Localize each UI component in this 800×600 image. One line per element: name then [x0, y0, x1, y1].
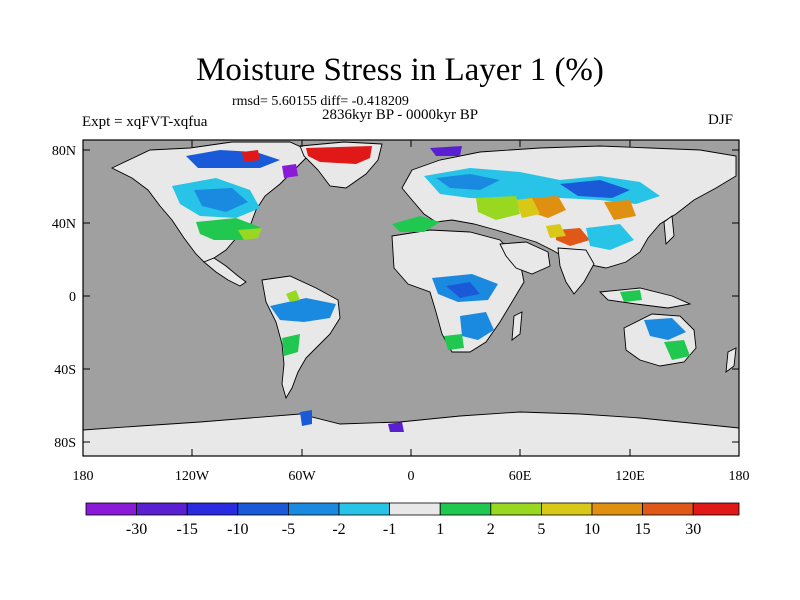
patch-asia-green: [476, 196, 520, 220]
colorbar-label-1: -30: [126, 521, 147, 538]
colorbar-label-9: 5: [537, 521, 545, 538]
patch-canada-purple: [282, 164, 298, 178]
colorbar-swatch-13: [692, 502, 740, 516]
patch-tibet-orange: [556, 228, 590, 246]
lon-label-180w: 180: [73, 469, 94, 484]
patch-tibet-yellow: [546, 224, 566, 238]
colorbar-swatch-7: [389, 502, 441, 516]
experiment-label: Expt = xqFVT-xqfua: [82, 114, 208, 130]
lon-label-60w: 60W: [288, 469, 316, 484]
lon-label-120e: 120E: [615, 469, 645, 484]
lat-label-80n: 80N: [52, 144, 76, 159]
land-japan: [663, 215, 675, 245]
patch-sam-green2: [286, 290, 300, 302]
patch-africa-blue2: [446, 282, 480, 298]
colorbar-swatch-1: [85, 502, 137, 516]
colorbar-label-4: -5: [282, 521, 295, 538]
plot-title: Moisture Stress in Layer 1 (%): [196, 52, 604, 88]
colorbar-label-10: 10: [584, 521, 600, 538]
patch-aus-blue: [644, 318, 686, 340]
patch-nam-yellowgreen: [238, 228, 262, 240]
patch-mideast-green: [392, 216, 440, 232]
patch-africa-south: [460, 312, 494, 340]
patch-asia-cyan2: [586, 224, 634, 250]
land-arabia: [499, 241, 551, 275]
lon-label-180e: 180: [729, 469, 750, 484]
land-madagascar: [511, 311, 523, 341]
colorbar-swatch-11: [591, 502, 643, 516]
patch-sam-green: [282, 334, 300, 356]
patch-antarctic-blue: [300, 410, 312, 426]
colorbar-label-7: 1: [436, 521, 444, 538]
land-new-zealand: [725, 347, 737, 373]
colorbar-label-11: 15: [635, 521, 651, 538]
patch-east-asia-orange: [604, 200, 636, 220]
lon-label-120w: 120W: [175, 469, 210, 484]
colorbar-swatch-10: [541, 502, 593, 516]
colorbar-swatch-6: [338, 502, 390, 516]
lon-label-60e: 60E: [509, 469, 532, 484]
land-india: [557, 247, 595, 295]
patch-greenland-red: [306, 146, 372, 164]
patch-arctic-purple: [430, 146, 462, 156]
patch-antarctic-purple: [388, 422, 404, 432]
colorbar-label-6: -1: [383, 521, 396, 538]
period-label: 2836kyr BP - 0000kyr BP: [322, 107, 479, 123]
patch-arctic-red: [242, 150, 260, 162]
colorbar-swatch-4: [237, 502, 289, 516]
lat-label-40s: 40S: [54, 363, 76, 378]
lon-label-0: 0: [408, 469, 415, 484]
colorbar-swatch-8: [439, 502, 492, 516]
colorbar-label-5: -2: [332, 521, 345, 538]
lat-label-80s: 80S: [54, 436, 76, 451]
colorbar-label-8: 2: [487, 521, 495, 538]
lat-label-40n: 40N: [52, 217, 76, 232]
patch-sam-blue: [270, 298, 336, 322]
patch-africa-green: [444, 334, 464, 350]
land-antarctica: [83, 411, 739, 456]
colorbar-swatch-9: [490, 502, 542, 516]
season-label: DJF: [708, 112, 734, 128]
colorbar: -30 -15 -10 -5 -2 -1 1 2 5 10 15 30: [85, 502, 740, 538]
patch-siberia-blue: [560, 180, 630, 198]
colorbar-label-2: -15: [177, 521, 198, 538]
lat-label-0: 0: [69, 290, 76, 305]
patch-nam-blue: [194, 188, 248, 212]
colorbar-label-3: -10: [227, 521, 248, 538]
patch-asia-yellow: [516, 198, 540, 218]
patch-aus-green: [664, 340, 690, 360]
colorbar-swatch-2: [136, 502, 188, 516]
colorbar-swatch-3: [186, 502, 239, 516]
land-central-america: [203, 257, 247, 287]
colorbar-swatch-12: [642, 502, 694, 516]
colorbar-swatch-5: [287, 502, 340, 516]
stats-line: rmsd= 5.60155 diff= -0.418209: [232, 94, 409, 109]
axis-ticks: [82, 140, 740, 456]
patch-eurasia-blue: [436, 174, 500, 190]
patch-indonesia-green: [620, 290, 642, 302]
colorbar-label-12: 30: [685, 521, 701, 538]
anomaly-patches: [172, 146, 690, 432]
